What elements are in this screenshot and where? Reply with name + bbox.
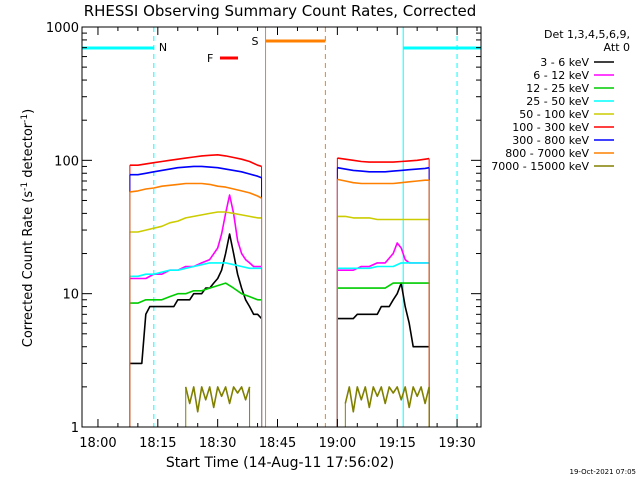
footer-timestamp: 19-Oct-2021 07:05 (570, 468, 636, 476)
series-line (337, 178, 430, 185)
legend-label: 800 - 7000 keV (505, 147, 589, 160)
x-tick-label: 18:00 (79, 436, 116, 451)
series-line (337, 166, 430, 173)
flag-label-saa: S (252, 35, 259, 48)
y-tick-label: 10 (62, 288, 79, 303)
y-tick-label: 100 (54, 154, 79, 169)
legend-label: 6 - 12 keV (533, 69, 589, 82)
series-line (129, 233, 263, 365)
y-ticks: 1 10 100 1000 (46, 21, 481, 436)
axes (81, 26, 482, 428)
legend-label: 3 - 6 keV (540, 56, 589, 69)
series-line (344, 386, 430, 413)
legend-label: 7000 - 15000 keV (491, 160, 589, 173)
x-ticks: 18:00 18:15 18:30 18:45 19:00 19:15 19:30 (79, 27, 478, 451)
series-line (337, 282, 430, 348)
legend-header-detectors: Det 1,3,4,5,6,9, (544, 28, 630, 41)
flag-label-flare: F (207, 52, 213, 65)
series-line (129, 211, 262, 233)
flag-label-night: N (159, 41, 167, 54)
x-tick-label: 19:30 (438, 436, 475, 451)
legend-label: 50 - 100 keV (519, 108, 589, 121)
x-tick-label: 18:30 (199, 436, 236, 451)
legend-label: 25 - 50 keV (526, 95, 589, 108)
legend-label: 12 - 25 keV (526, 82, 589, 95)
legend-label: 300 - 800 keV (512, 134, 589, 147)
legend-header-attenuator: Att 0 (604, 41, 630, 54)
series-line (184, 386, 251, 413)
flag-markers: N S F (81, 27, 481, 427)
x-tick-label: 18:45 (259, 436, 296, 451)
legend-label: 100 - 300 keV (512, 121, 589, 134)
series-line (129, 154, 262, 168)
plot-frame (81, 26, 482, 428)
x-tick-label: 19:00 (319, 436, 356, 451)
series-line (337, 157, 430, 163)
y-axis-label: Corrected Count Rate (s-1 detector-1) (20, 109, 36, 347)
x-tick-label: 18:15 (139, 436, 176, 451)
series-line (129, 165, 262, 179)
x-axis-label: Start Time (14-Aug-11 17:56:02) (166, 455, 394, 471)
series-line (129, 194, 262, 280)
y-tick-label: 1 (71, 421, 79, 436)
series-line (337, 282, 430, 289)
series-line (129, 182, 262, 199)
x-tick-label: 19:15 (378, 436, 415, 451)
series-line (129, 282, 262, 304)
series-layer (129, 154, 430, 427)
series-line (129, 262, 262, 278)
y-tick-label: 1000 (46, 21, 79, 36)
series-line (337, 262, 430, 270)
chart-title: RHESSI Observing Summary Count Rates, Co… (84, 2, 477, 20)
series-line (337, 215, 430, 221)
